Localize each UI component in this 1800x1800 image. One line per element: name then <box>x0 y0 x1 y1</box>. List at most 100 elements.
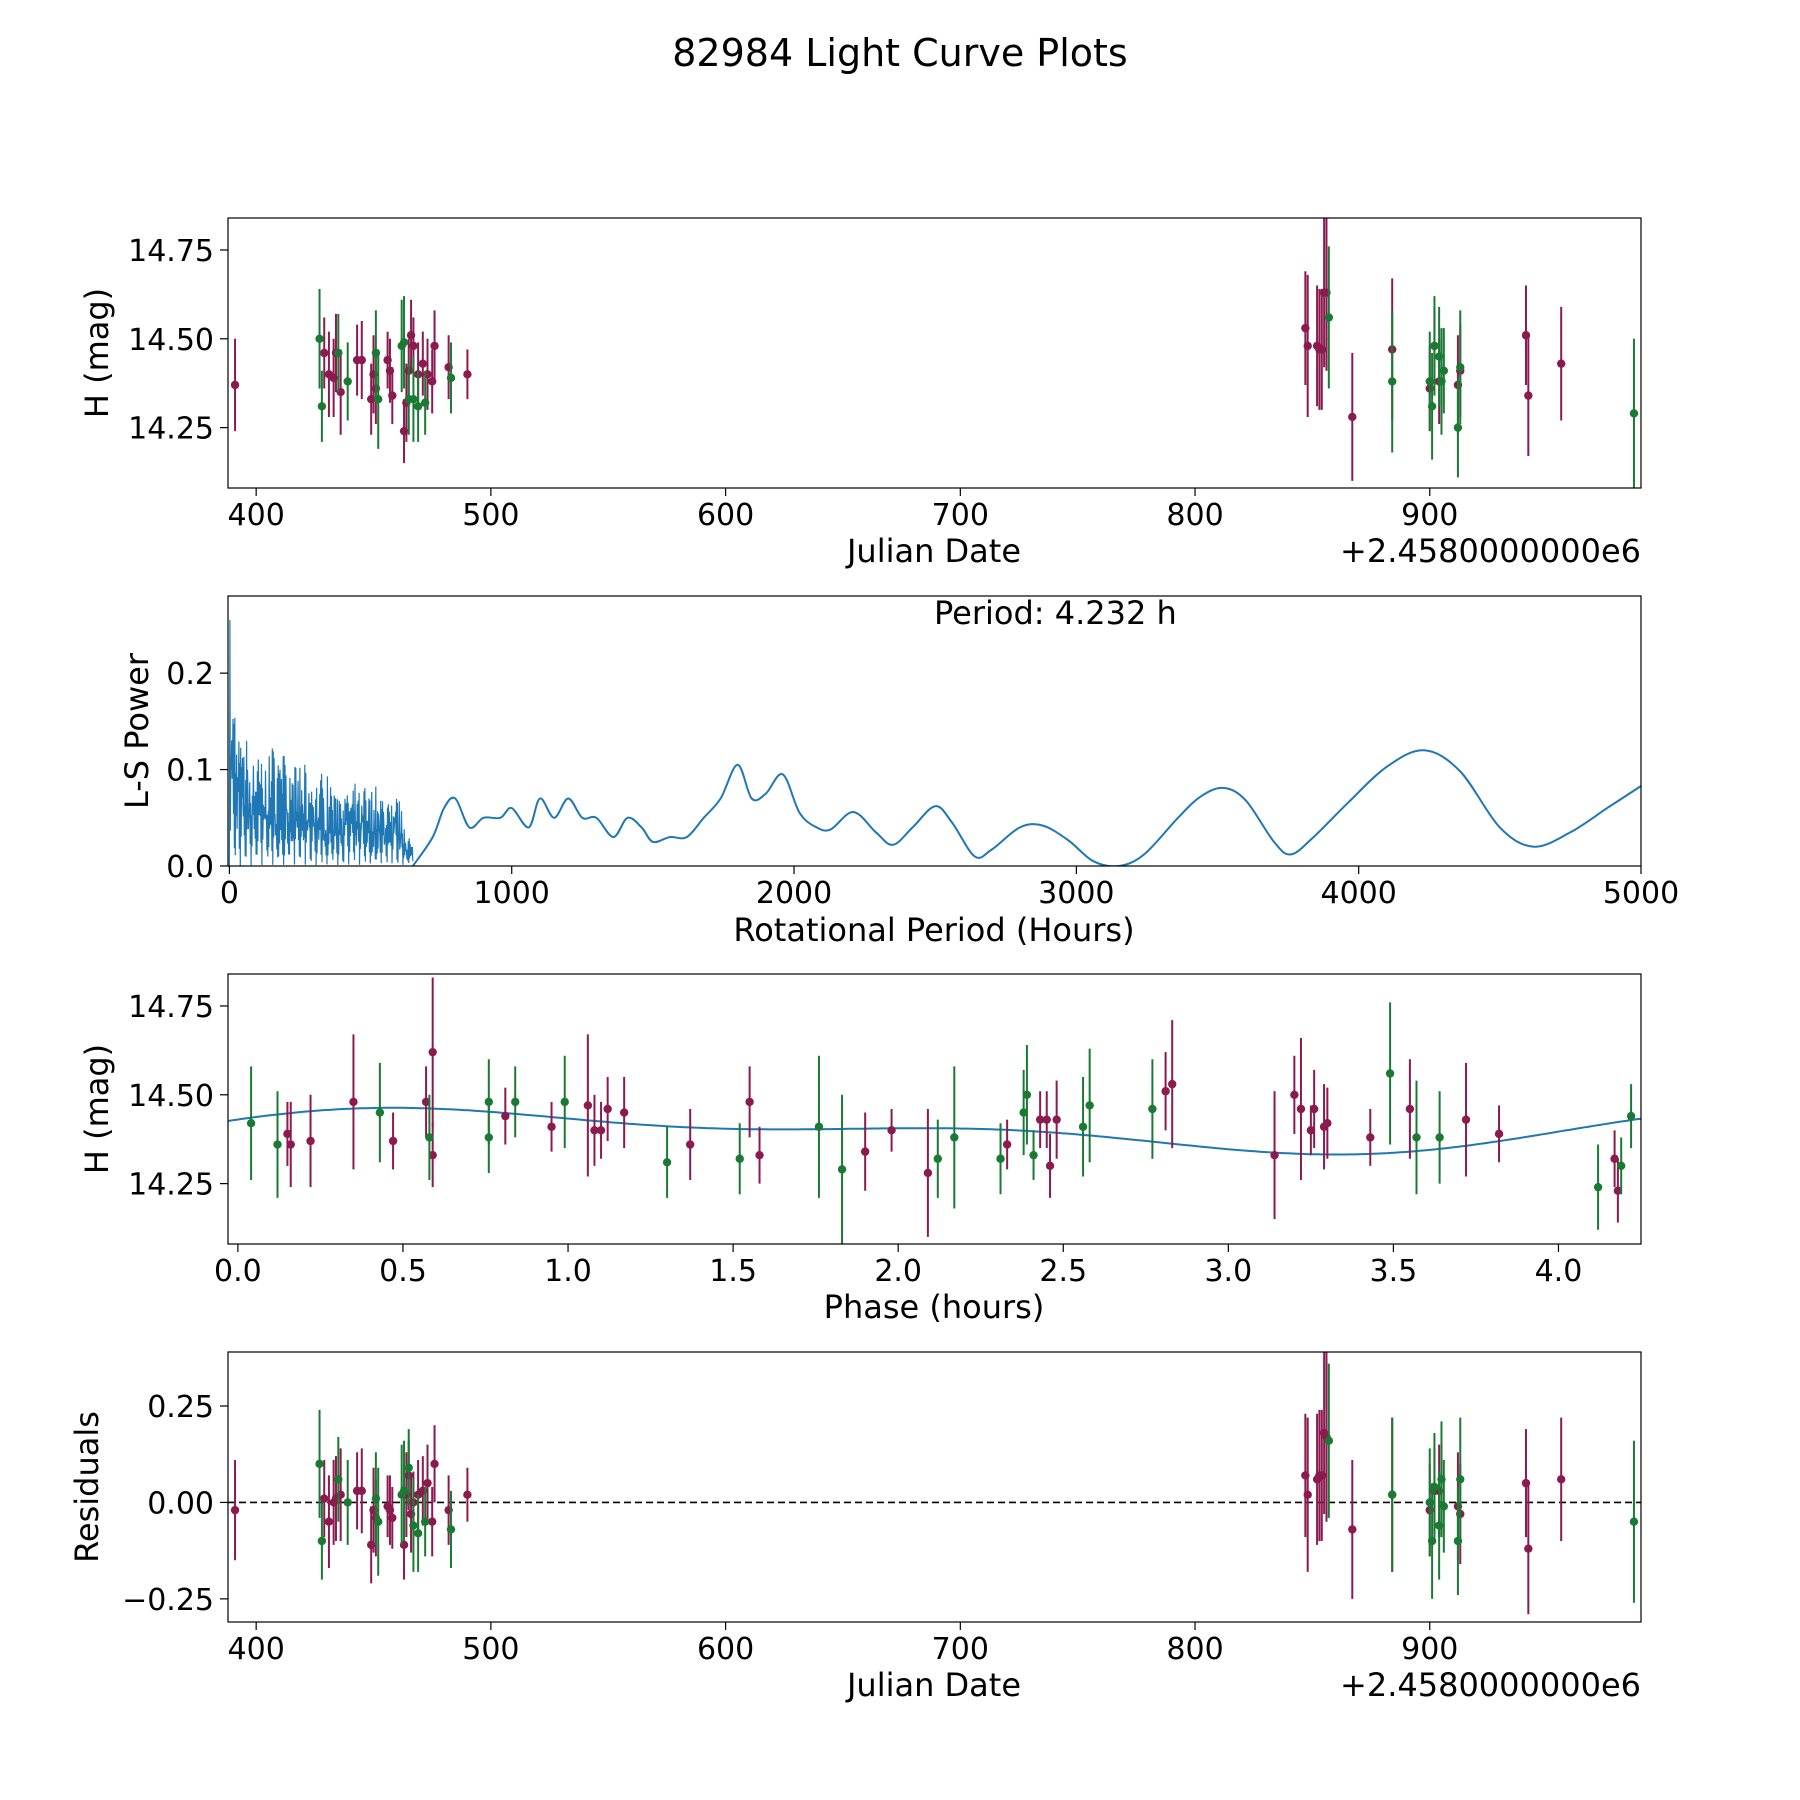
data-point-green <box>420 398 430 407</box>
data-point-green <box>1085 1101 1094 1110</box>
data-point-red <box>324 1517 334 1526</box>
data-point-green <box>1629 409 1639 418</box>
data-point-green <box>1430 341 1439 351</box>
data-point-green <box>996 1154 1005 1163</box>
x-axis-label-periodogram: Rotational Period (Hours) <box>733 911 1134 949</box>
data-point-red <box>603 1104 612 1114</box>
data-point-green <box>409 394 418 404</box>
x-tick-label: 900 <box>1401 1632 1458 1667</box>
data-point-red <box>428 1517 437 1526</box>
data-point-red <box>430 1459 439 1469</box>
data-point-red <box>421 1097 431 1107</box>
x-tick-label: 4000 <box>1321 876 1397 911</box>
y-tick-label: 14.50 <box>128 1079 214 1114</box>
data-point-green <box>334 1475 343 1484</box>
plot-area-light-curve <box>230 218 1639 488</box>
y-tick-label: 0.25 <box>147 1390 214 1425</box>
data-point-green <box>484 1133 494 1142</box>
plot-area-residuals <box>228 1352 1641 1615</box>
x-tick-label: 3000 <box>1038 876 1114 911</box>
data-point-red <box>1461 1115 1471 1124</box>
periodogram-curve <box>412 749 1641 866</box>
data-point-green <box>374 1517 383 1526</box>
data-point-green <box>317 402 327 411</box>
plot-area-phase <box>228 977 1641 1244</box>
data-point-green <box>1616 1161 1626 1171</box>
data-point-red <box>745 1097 754 1107</box>
y-axis-label-phase: H (mag) <box>78 1044 116 1174</box>
data-point-red <box>1035 1115 1045 1124</box>
data-point-green <box>1456 363 1465 372</box>
data-point-red <box>887 1126 896 1135</box>
data-point-red <box>1309 1104 1319 1114</box>
axes-frame-residuals <box>227 1351 1642 1623</box>
data-point-red <box>430 341 439 351</box>
data-point-green <box>343 377 352 386</box>
x-axis-label-phase: Phase (hours) <box>824 1288 1045 1326</box>
data-point-red <box>463 370 472 379</box>
data-point-red <box>1306 1126 1316 1135</box>
data-point-red <box>388 1136 398 1146</box>
data-point-green <box>1427 402 1437 411</box>
x-tick-label: 600 <box>697 1632 754 1667</box>
x-tick-label: 500 <box>462 498 519 533</box>
data-point-green <box>1435 1133 1444 1142</box>
data-point-green <box>1456 1475 1465 1484</box>
data-point-red <box>596 1126 606 1135</box>
data-point-red <box>230 380 240 390</box>
data-point-green <box>343 1498 352 1507</box>
data-point-red <box>1366 1133 1375 1142</box>
data-point-green <box>315 334 324 343</box>
ticks-periodogram: 0 1000 2000 3000 4000 5000 0.0 0.1 0.2 <box>166 657 1679 911</box>
x-tick-label: 3.5 <box>1370 1254 1418 1289</box>
data-point-red <box>1303 341 1312 351</box>
data-point-green <box>735 1154 744 1163</box>
data-layer <box>228 1352 1641 1615</box>
data-point-green <box>560 1097 569 1107</box>
x-tick-label: 4.0 <box>1535 1254 1583 1289</box>
data-point-red <box>1303 1490 1312 1499</box>
data-point-green <box>425 1133 434 1142</box>
data-point-red <box>755 1150 764 1160</box>
data-layer <box>230 218 1639 488</box>
period-annotation: Period: 4.232 h <box>934 594 1177 632</box>
data-point-green <box>374 394 383 404</box>
x-tick-label: 2000 <box>756 876 832 911</box>
y-tick-label: 14.75 <box>128 990 214 1025</box>
y-tick-label: 0.2 <box>166 657 214 692</box>
panel-light-curve: 400 500 600 700 800 900 14.25 14.50 14.75 Julian… <box>78 217 1642 570</box>
x-tick-label: 800 <box>1166 498 1223 533</box>
x-tick-label: 5000 <box>1603 876 1679 911</box>
x-tick-label: 0.0 <box>214 1254 262 1289</box>
data-point-red <box>923 1168 933 1178</box>
x-tick-label: 400 <box>228 498 285 533</box>
data-point-red <box>357 355 366 365</box>
data-point-green <box>1439 366 1449 375</box>
data-point-red <box>1042 1115 1051 1124</box>
data-point-red <box>388 1513 397 1523</box>
data-point-red <box>1168 1079 1177 1089</box>
data-point-red <box>1045 1161 1055 1171</box>
data-point-red <box>320 1494 329 1503</box>
data-point-green <box>1439 1502 1449 1511</box>
data-point-red <box>1610 1154 1619 1163</box>
data-point-red <box>1296 1104 1306 1114</box>
figure-title: 82984 Light Curve Plots <box>672 31 1127 75</box>
x-axis-label-light-curve: Julian Date <box>845 532 1021 570</box>
data-point-green <box>334 348 343 358</box>
x-tick-label: 800 <box>1166 1632 1223 1667</box>
data-point-red <box>409 341 418 351</box>
data-point-green <box>662 1158 672 1167</box>
data-point-green <box>1412 1133 1421 1142</box>
offset-label-light-curve: +2.4580000000e6 <box>1340 532 1641 570</box>
data-point-green <box>1430 1482 1439 1492</box>
data-point-green <box>1629 1517 1639 1526</box>
x-tick-label: 2.5 <box>1039 1254 1087 1289</box>
data-layer <box>228 620 1641 866</box>
y-tick-label: 14.75 <box>128 234 214 269</box>
data-point-green <box>404 1463 413 1472</box>
y-tick-label: 14.25 <box>128 412 214 447</box>
data-point-green <box>375 1108 385 1117</box>
data-point-red <box>306 1136 315 1146</box>
model-fit-curve <box>228 1106 1641 1156</box>
